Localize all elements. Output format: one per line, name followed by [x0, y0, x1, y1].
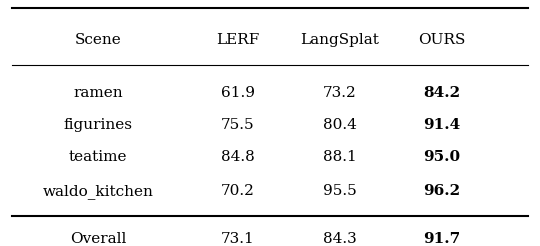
Text: waldo_kitchen: waldo_kitchen [43, 184, 153, 199]
Text: 80.4: 80.4 [323, 118, 357, 132]
Text: 95.5: 95.5 [323, 184, 357, 198]
Text: 96.2: 96.2 [423, 184, 461, 198]
Text: LERF: LERF [216, 33, 259, 47]
Text: 84.3: 84.3 [323, 232, 357, 246]
Text: 91.7: 91.7 [423, 232, 461, 246]
Text: 70.2: 70.2 [221, 184, 255, 198]
Text: Overall: Overall [70, 232, 126, 246]
Text: 91.4: 91.4 [423, 118, 461, 132]
Text: LangSplat: LangSplat [300, 33, 379, 47]
Text: 84.2: 84.2 [423, 86, 461, 100]
Text: 95.0: 95.0 [423, 150, 461, 164]
Text: 61.9: 61.9 [221, 86, 255, 100]
Text: figurines: figurines [64, 118, 133, 132]
Text: teatime: teatime [69, 150, 127, 164]
Text: 84.8: 84.8 [221, 150, 255, 164]
Text: Scene: Scene [75, 33, 122, 47]
Text: 73.1: 73.1 [221, 232, 255, 246]
Text: 75.5: 75.5 [221, 118, 254, 132]
Text: ramen: ramen [73, 86, 123, 100]
Text: 88.1: 88.1 [323, 150, 357, 164]
Text: OURS: OURS [418, 33, 465, 47]
Text: 73.2: 73.2 [323, 86, 357, 100]
